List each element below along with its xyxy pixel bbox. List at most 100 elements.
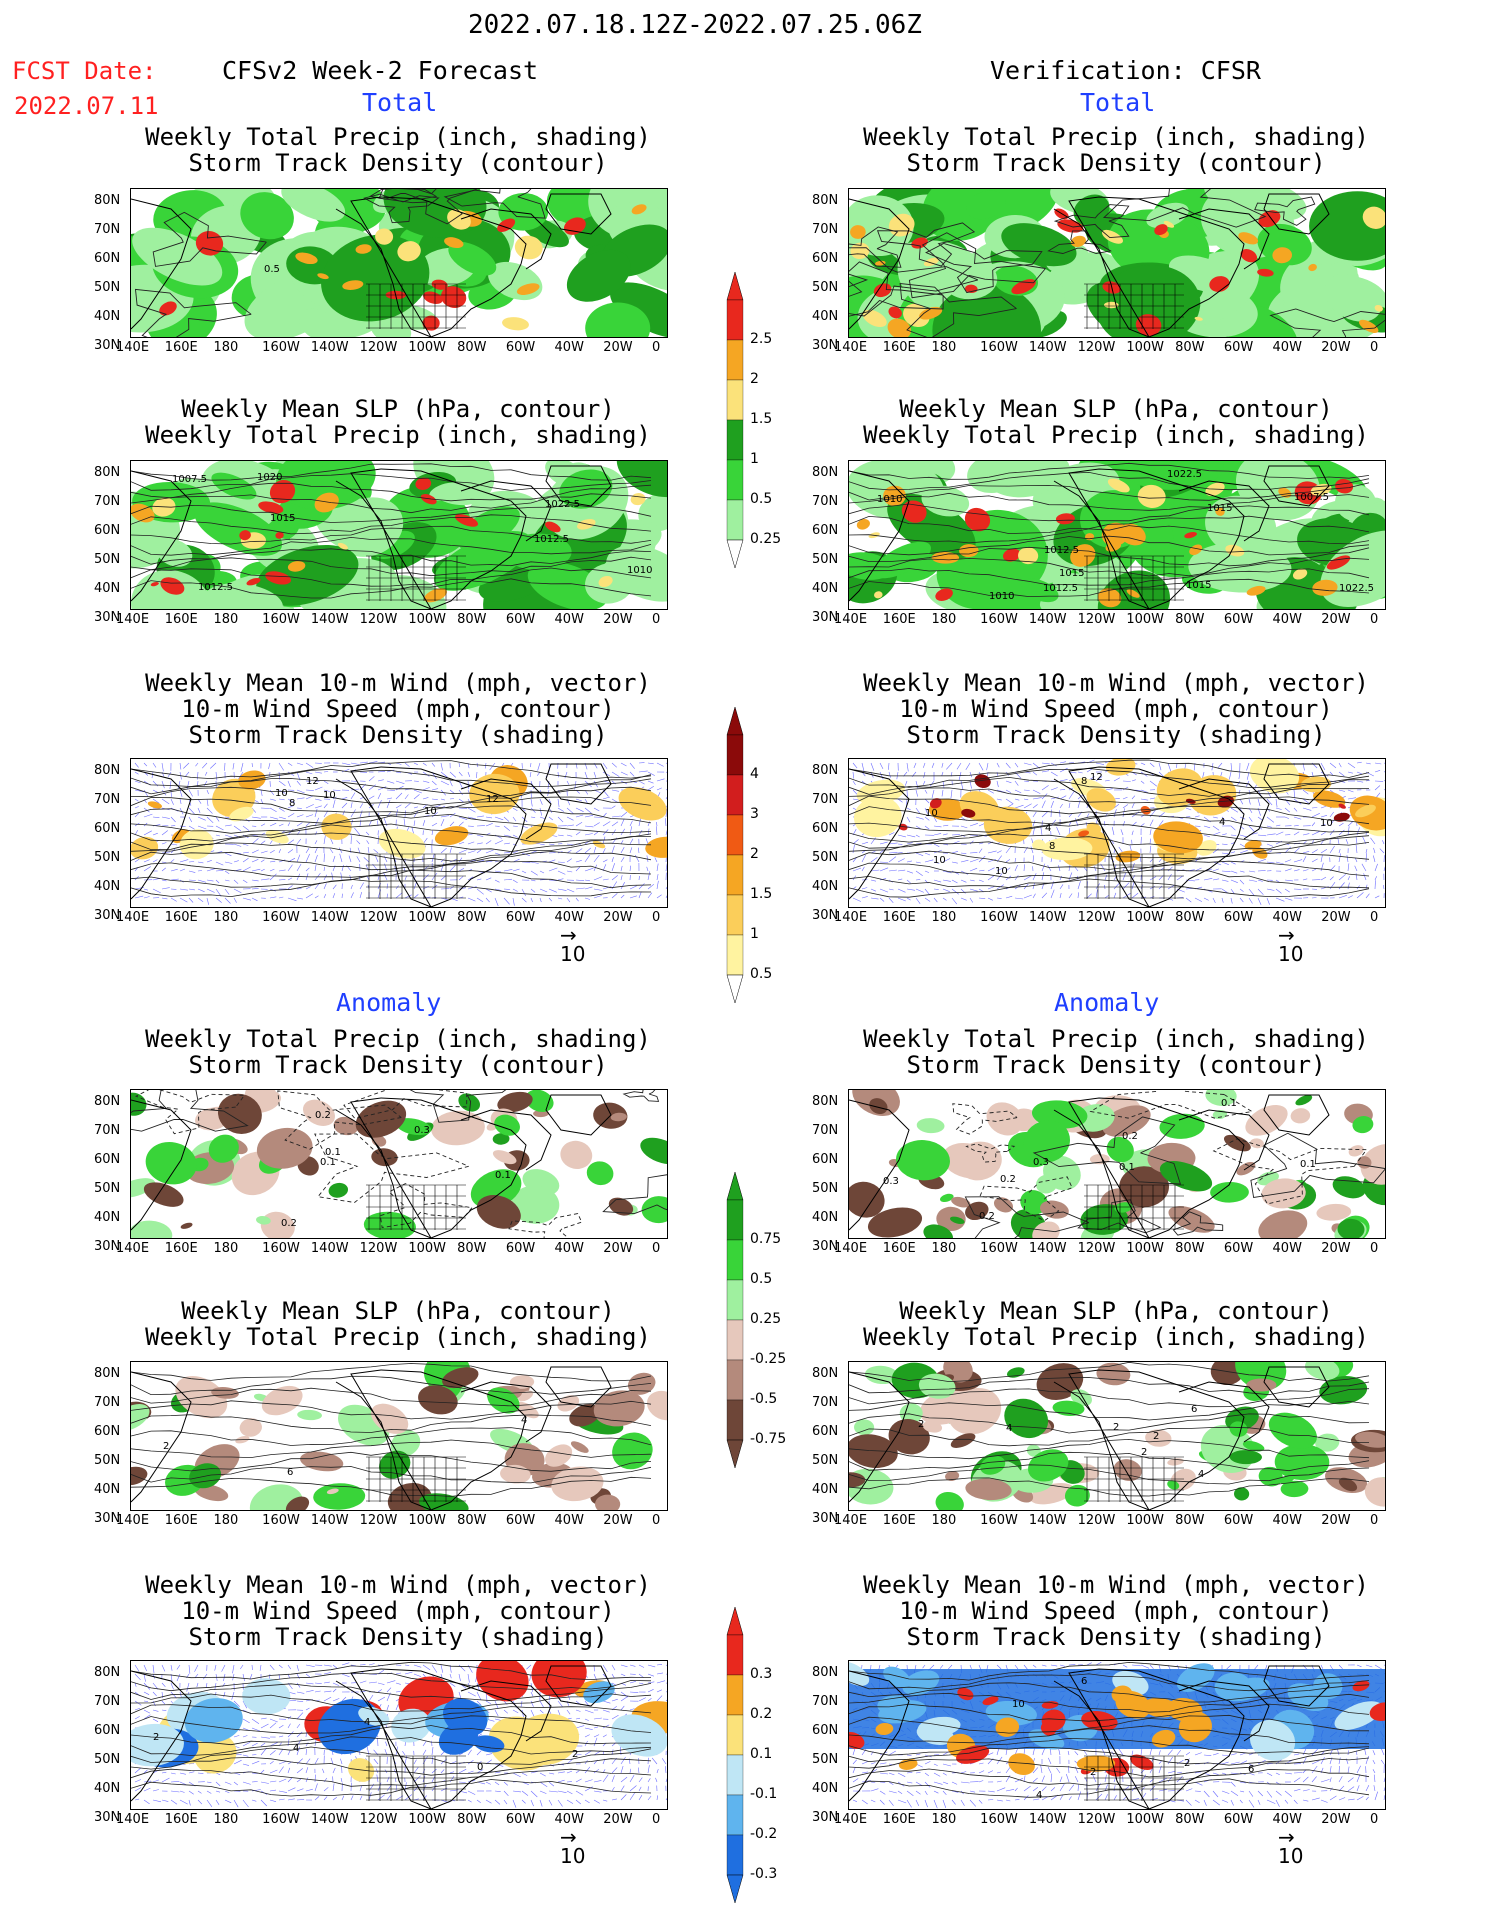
contour-line <box>908 232 1046 299</box>
us-state-borders <box>1084 1184 1184 1230</box>
lon-tick-label: 160W <box>980 340 1018 355</box>
shading-blob <box>1235 1362 1287 1391</box>
colorbar-swatch <box>726 1399 744 1441</box>
contour-value-label: 6 <box>1248 1764 1254 1775</box>
lat-tick-label: 70N <box>94 1123 121 1138</box>
shading-blob <box>391 1708 431 1743</box>
right-wtot-map: 10 10 4 8 10 12 10 8 4 <box>848 758 1386 908</box>
shading-blob <box>957 1687 974 1701</box>
shading-blob <box>476 1195 521 1229</box>
asia-coastline <box>849 470 910 602</box>
shading-blob <box>610 1112 627 1122</box>
contour-line <box>1089 1090 1254 1119</box>
lat-tick-label: 40N <box>812 1482 839 1497</box>
shading-blob <box>1055 513 1075 525</box>
lon-tick-label: 120W <box>1077 1812 1116 1827</box>
shading-blob <box>874 591 883 599</box>
shading-blob <box>261 1385 303 1416</box>
contour-value-label: 2 <box>1090 1767 1096 1778</box>
contour-line <box>849 1703 1370 1722</box>
shading-blob <box>431 1110 485 1146</box>
lon-tick-label: 180 <box>931 910 957 925</box>
lon-tick-label: 20W <box>603 340 633 355</box>
panel-title-line: Weekly Mean 10-m Wind (mph, vector) <box>863 1571 1369 1599</box>
arrow-icon: → <box>560 1825 577 1849</box>
colorbar-tick-label: 0.1 <box>750 1746 773 1762</box>
shading-blob <box>923 1224 953 1238</box>
shading-blob <box>1018 547 1039 565</box>
shading-blob <box>246 577 261 586</box>
contour-value-label: 10 <box>1320 818 1333 829</box>
shading-blob <box>1145 1429 1172 1447</box>
arrow-icon: → <box>1278 1825 1295 1849</box>
shading-blob <box>184 1698 243 1743</box>
contour-line <box>131 813 652 834</box>
shading-blob <box>429 482 466 501</box>
us-state-borders <box>1084 1456 1184 1502</box>
shading-blob <box>888 1418 930 1455</box>
shading-blob <box>1080 1204 1129 1235</box>
shading-blob <box>849 1181 885 1218</box>
contour-line <box>131 1715 652 1735</box>
lon-tick-label: 0 <box>1370 340 1379 355</box>
contour-line <box>343 1090 468 1120</box>
lon-tick-label: 80W <box>1175 612 1205 627</box>
colorbar-tick-label: -0.3 <box>750 1866 778 1882</box>
shading-blob <box>1154 224 1168 236</box>
contour-line <box>131 778 652 798</box>
colorbar-tick-label: -0.75 <box>750 1431 787 1447</box>
lon-tick-label: 20W <box>1321 340 1351 355</box>
contour-value-label: 0.5 <box>264 264 280 275</box>
shading-blob <box>612 1432 653 1470</box>
shading-blob <box>337 542 348 550</box>
lon-tick-label: 180 <box>931 1812 957 1827</box>
shading-blob <box>1315 1433 1340 1452</box>
colorbar-swatch <box>726 934 744 976</box>
shading-blob <box>131 1404 150 1431</box>
shading-blob <box>1217 795 1234 808</box>
shading-blob <box>525 1090 554 1112</box>
shading-blob <box>211 472 257 500</box>
lon-tick-label: 160E <box>164 910 198 925</box>
lon-tick-label: 100W <box>1126 340 1165 355</box>
lon-tick-label: 40W <box>1272 910 1302 925</box>
shading-blob <box>375 228 394 245</box>
colorbar-swatch <box>726 499 744 541</box>
shading-blob <box>1205 1090 1237 1106</box>
lon-tick-label: 180 <box>213 1241 239 1256</box>
shading-blob <box>853 796 902 838</box>
shading-blob <box>1210 1181 1249 1203</box>
shading-blob <box>431 279 448 290</box>
lat-tick-label: 40N <box>94 879 121 894</box>
colorbar-swatch <box>726 459 744 501</box>
shading-blob <box>1245 1104 1288 1136</box>
right-pan-panel-title: Weekly Total Precip (inch, shading) Storm… <box>836 1026 1396 1078</box>
panel-title-line: Weekly Total Precip (inch, shading) <box>863 421 1369 449</box>
contour-line <box>952 1103 1018 1135</box>
shading-blob <box>531 1661 587 1698</box>
lat-tick-label: 40N <box>94 581 121 596</box>
shading-blob <box>313 1483 366 1510</box>
colorbar-tick-label: -0.5 <box>750 1391 778 1407</box>
shading-blob <box>1335 478 1354 494</box>
shading-blob <box>646 1390 667 1421</box>
lat-tick-label: 30N <box>94 1810 121 1825</box>
right-san-panel-title: Weekly Mean SLP (hPa, contour) Weekly Tot… <box>836 1298 1396 1350</box>
shading-blob <box>1070 235 1086 247</box>
shading-blob <box>929 798 942 809</box>
right-ptot-panel-title: Weekly Total Precip (inch, shading) Storm… <box>836 124 1396 176</box>
shading-blob <box>1333 812 1350 822</box>
lon-tick-label: 80W <box>1175 910 1205 925</box>
lat-tick-label: 80N <box>94 763 121 778</box>
shading-blob <box>922 1420 943 1433</box>
lat-tick-label: 80N <box>812 1094 839 1109</box>
colorbar-bottom-triangle <box>726 539 744 569</box>
lon-tick-label: 20W <box>1321 910 1351 925</box>
lat-tick-label: 40N <box>812 309 839 324</box>
left-total-label: Total <box>362 88 438 117</box>
colorbar-tick-label: 2 <box>750 846 759 862</box>
shading-blob <box>256 1216 271 1225</box>
shading-blob <box>849 1732 865 1749</box>
contour-value-label: 2 <box>1113 1422 1119 1433</box>
lat-tick-label: 40N <box>812 581 839 596</box>
